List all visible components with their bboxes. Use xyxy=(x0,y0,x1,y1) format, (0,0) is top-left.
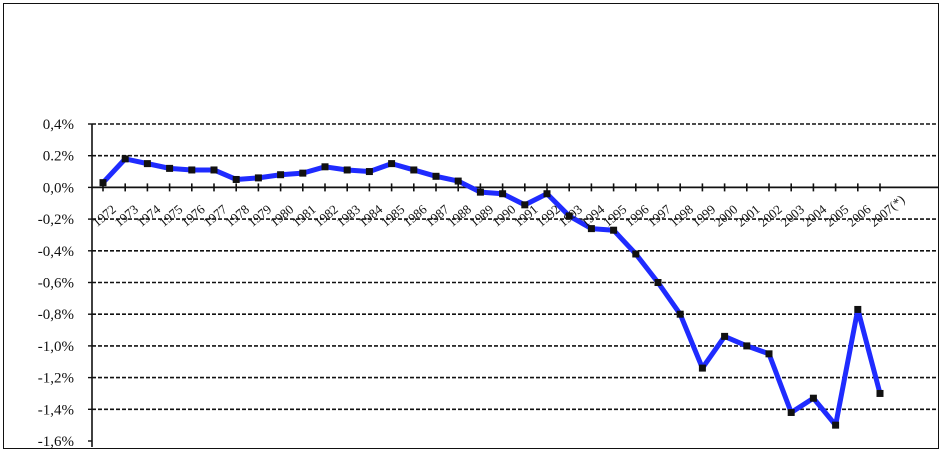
data-point xyxy=(565,212,573,220)
data-point xyxy=(521,201,529,209)
data-point xyxy=(166,164,174,172)
data-point xyxy=(854,305,862,313)
data-point xyxy=(432,172,440,180)
data-point xyxy=(476,188,484,196)
data-point xyxy=(388,160,396,168)
data-point xyxy=(787,408,795,416)
y-tick-label: 0.2% xyxy=(43,149,74,165)
series-line-path xyxy=(100,156,883,428)
y-tick-label: -1,6% xyxy=(38,434,74,450)
data-point xyxy=(676,310,684,318)
y-tick-label: -0,8% xyxy=(38,307,74,323)
chart-frame: 0,4% 0.2% 0,0% -0,2% -0,4% -0,6% -0,8% -1,0% -1,… xyxy=(3,3,939,450)
data-point xyxy=(765,350,773,358)
data-point xyxy=(832,421,840,429)
data-point xyxy=(454,177,462,185)
line-chart: 0,4% 0.2% 0,0% -0,2% -0,4% -0,6% -0,8% -1,0% -1,… xyxy=(38,117,938,450)
gridlines xyxy=(92,123,938,411)
data-point xyxy=(343,166,351,174)
data-point xyxy=(210,166,218,174)
data-point xyxy=(610,226,618,234)
data-point xyxy=(543,190,551,198)
y-tick-label: -0,4% xyxy=(38,244,74,260)
data-point xyxy=(410,166,418,174)
data-point xyxy=(654,279,662,286)
data-point xyxy=(365,168,373,176)
x-tick-label: 2007(*) xyxy=(866,192,907,230)
y-tick-label: -1,4% xyxy=(38,402,74,418)
data-point xyxy=(321,163,329,171)
data-point xyxy=(121,155,129,163)
axes xyxy=(88,123,938,447)
y-tick-labels: 0,4% 0.2% 0,0% -0,2% -0,4% -0,6% -0,8% -1,0% -1,… xyxy=(38,117,74,450)
y-tick-label: 0,4% xyxy=(43,117,74,133)
series-line xyxy=(100,156,883,428)
y-tick-label: -1,0% xyxy=(38,339,74,355)
data-markers xyxy=(99,155,884,429)
data-point xyxy=(721,332,729,340)
data-point xyxy=(299,169,307,177)
data-point xyxy=(99,179,107,187)
data-point xyxy=(876,389,884,397)
y-tick-label: -1,2% xyxy=(38,371,74,387)
y-tick-label: -0,6% xyxy=(38,276,74,292)
data-point xyxy=(143,160,151,168)
y-tick-label: 0,0% xyxy=(43,180,74,196)
data-point xyxy=(254,174,262,182)
data-point xyxy=(809,394,817,402)
data-point xyxy=(698,364,706,372)
data-point xyxy=(587,225,595,233)
x-tick-labels: 1972197319741975197619771978197919801981… xyxy=(89,192,907,230)
data-point xyxy=(277,171,285,179)
data-point xyxy=(499,190,507,198)
data-point xyxy=(743,342,751,350)
y-tick-label: -0,2% xyxy=(38,212,74,228)
data-point xyxy=(188,166,196,174)
data-point xyxy=(632,250,640,258)
data-point xyxy=(232,175,240,183)
